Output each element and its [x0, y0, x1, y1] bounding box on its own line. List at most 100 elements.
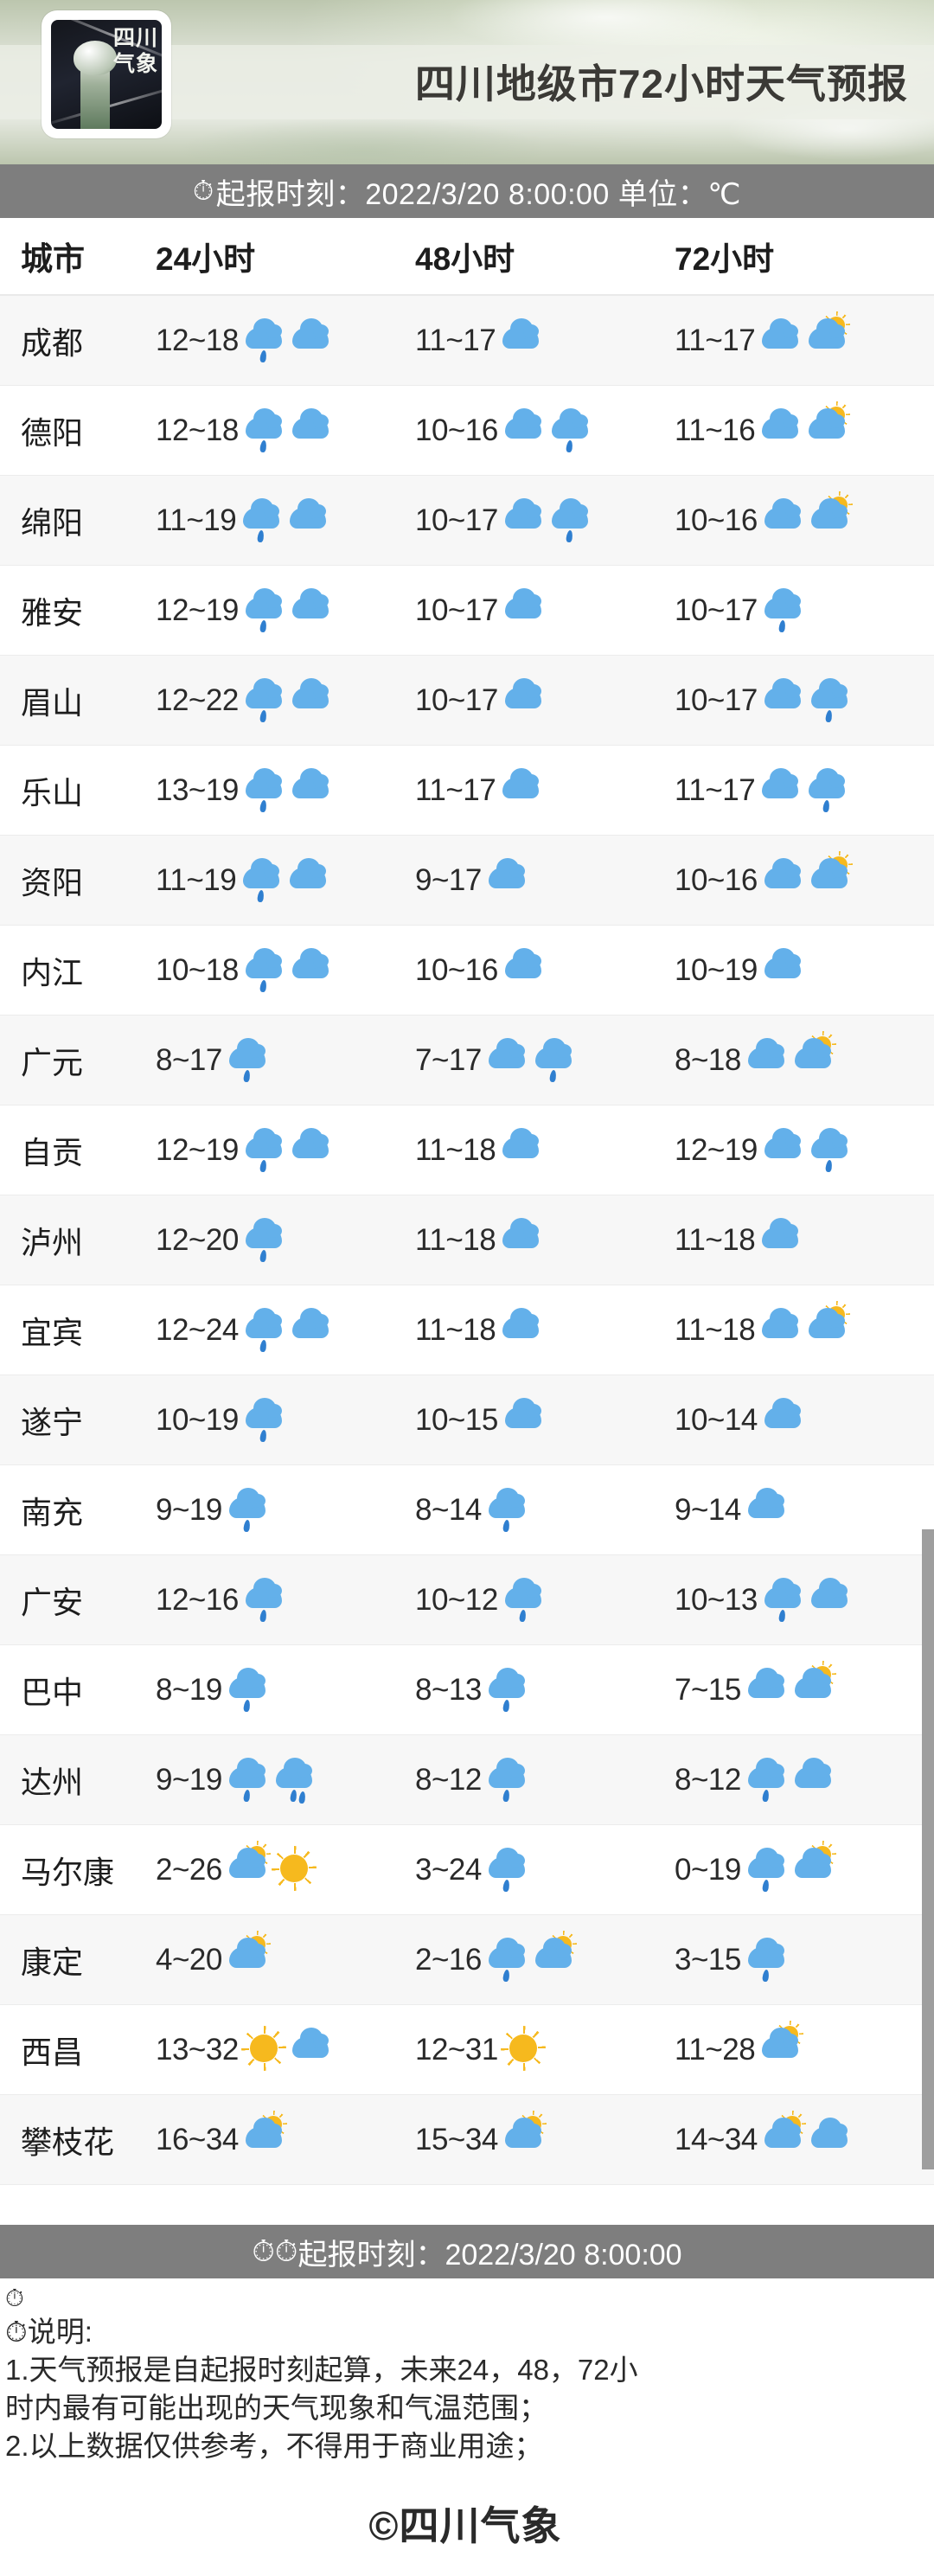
- cloudy-icon: [287, 1125, 334, 1176]
- table-row[interactable]: 遂宁 10~19 10~15 10~14: [0, 1375, 934, 1465]
- table-row[interactable]: 南充 9~19 8~14 9~14: [0, 1465, 934, 1555]
- logo-text-line1: 四川: [112, 26, 158, 50]
- forecast-cell-h72: 9~14: [675, 1485, 934, 1535]
- weather-icon-group: [240, 1575, 287, 1625]
- rain-icon: [483, 1755, 530, 1805]
- weather-icon-group: [497, 316, 544, 366]
- temperature-range: 3~15: [675, 1942, 741, 1977]
- weather-icon-group: [500, 2110, 547, 2165]
- weather-icon-group: [240, 2025, 334, 2075]
- table-row[interactable]: 西昌 13~32 12~31 11~28: [0, 2005, 934, 2095]
- partly-sunny-icon: [790, 1660, 836, 1715]
- weather-icon-group: [497, 766, 544, 816]
- logo-radar-dome-icon: [74, 41, 117, 75]
- temperature-range: 9~17: [415, 862, 482, 897]
- weather-icon-group: [497, 1305, 544, 1355]
- rain-icon: [743, 1935, 790, 1985]
- weather-icon-group: [743, 1755, 836, 1805]
- vertical-scrollbar[interactable]: [922, 1529, 934, 2169]
- temperature-range: 3~24: [415, 1852, 482, 1887]
- weather-icon-group: [759, 490, 853, 546]
- partly-sunny-icon: [224, 1840, 271, 1895]
- table-row[interactable]: 德阳 12~18 10~16 11~16: [0, 386, 934, 476]
- weather-icon-group: [743, 1030, 836, 1086]
- rain-icon: [224, 1755, 271, 1805]
- weather-icon-group: [240, 1395, 287, 1445]
- rain-icon: [483, 1665, 530, 1715]
- forecast-cell-h48: 11~18: [415, 1215, 675, 1266]
- temperature-range: 10~17: [415, 682, 498, 717]
- table-row[interactable]: 康定 4~20 2~16 3~15: [0, 1915, 934, 2005]
- table-row[interactable]: 攀枝花 16~34 15~34 14~34: [0, 2095, 934, 2185]
- temperature-range: 12~19: [156, 593, 239, 627]
- weather-icon-group: [224, 1930, 271, 1985]
- city-name: 眉山: [21, 684, 84, 721]
- table-row[interactable]: 雅安 12~19 10~17 10~17: [0, 566, 934, 656]
- table-row[interactable]: 广元 8~17 7~17 8~18: [0, 1016, 934, 1105]
- forecast-cell-h24: 11~19: [156, 496, 415, 546]
- table-row[interactable]: 自贡 12~19 11~18 12~19: [0, 1105, 934, 1195]
- forecast-cell-h72: 10~16: [675, 850, 934, 906]
- forecast-cell-h72: 0~19: [675, 1840, 934, 1895]
- logo-text: 四川 气象: [96, 25, 158, 79]
- rain-icon: [240, 1575, 287, 1625]
- forecast-cell-h24: 8~17: [156, 1035, 415, 1086]
- table-row[interactable]: 达州 9~19 8~12 8~12: [0, 1735, 934, 1825]
- temperature-range: 10~16: [415, 952, 498, 987]
- forecast-cell-h48: 3~24: [415, 1845, 675, 1895]
- forecast-cell-h24: 4~20: [156, 1930, 415, 1985]
- temperature-range: 10~15: [415, 1402, 498, 1437]
- table-row[interactable]: 乐山 13~19 11~17 11~17: [0, 746, 934, 836]
- table-row[interactable]: 成都 12~18 11~17 11~17: [0, 296, 934, 386]
- table-row[interactable]: 绵阳 11~19 10~17 10~16: [0, 476, 934, 566]
- city-name: 宜宾: [21, 1314, 84, 1350]
- notes-title: 说明:: [27, 2316, 93, 2348]
- rain-icon: [240, 945, 287, 996]
- table-row[interactable]: 宜宾 12~24 11~18 11~18: [0, 1285, 934, 1375]
- temperature-range: 11~16: [675, 413, 756, 447]
- sichuan-meteorology-logo: 四川 气象: [42, 10, 171, 138]
- copyright-text: ©四川气象: [368, 2503, 562, 2548]
- weather-icon-group: [500, 676, 547, 726]
- rain-icon: [547, 406, 593, 456]
- city-name: 康定: [21, 1944, 84, 1980]
- table-row[interactable]: 泸州 12~20 11~18 11~18: [0, 1195, 934, 1285]
- table-row[interactable]: 资阳 11~19 9~17 10~16: [0, 836, 934, 926]
- rain-icon: [240, 1305, 287, 1355]
- notes-title-line: ⏱说明:: [5, 2313, 925, 2351]
- table-row[interactable]: 广安 12~16 10~12 10~13: [0, 1555, 934, 1645]
- temperature-range: 10~16: [675, 503, 758, 537]
- temperature-range: 10~17: [415, 503, 498, 537]
- weather-icon-group: [743, 1485, 790, 1535]
- temperature-range: 7~17: [415, 1042, 482, 1077]
- cloudy-icon: [500, 496, 547, 546]
- temperature-range: 11~18: [675, 1312, 756, 1347]
- table-row[interactable]: 内江 10~18 10~16 10~19: [0, 926, 934, 1016]
- forecast-cell-h72: 11~16: [675, 400, 934, 456]
- forecast-cell-h24: 13~32: [156, 2025, 415, 2075]
- rain-icon: [240, 586, 287, 636]
- city-name: 马尔康: [21, 1854, 115, 1890]
- forecast-cell-h24: 12~18: [156, 406, 415, 456]
- weather-icon-group: [500, 2025, 547, 2075]
- weather-icon-group: [757, 311, 851, 366]
- rain-icon: [530, 1035, 577, 1086]
- table-row[interactable]: 眉山 12~22 10~17 10~17: [0, 656, 934, 746]
- forecast-cell-h48: 8~13: [415, 1665, 675, 1715]
- rain-icon: [743, 1755, 790, 1805]
- city-name: 南充: [21, 1494, 84, 1530]
- table-row[interactable]: 巴中 8~19 8~13 7~15: [0, 1645, 934, 1735]
- sunny-icon: [240, 2025, 287, 2075]
- forecast-cell-h24: 9~19: [156, 1755, 415, 1805]
- rain-icon: [238, 496, 285, 546]
- table-row[interactable]: 马尔康 2~26 3~24 0~19: [0, 1825, 934, 1915]
- page-header: 四川 气象 四川地级市72小时天气预报: [0, 0, 934, 164]
- cloudy-icon: [285, 855, 331, 906]
- weather-icon-group: [500, 406, 593, 456]
- cloudy-icon: [790, 1755, 836, 1805]
- forecast-cell-h72: 11~18: [675, 1215, 934, 1266]
- weather-icon-group: [759, 676, 853, 726]
- cloudy-icon: [757, 1215, 803, 1266]
- rain-icon: [240, 1125, 287, 1176]
- forecast-cell-h48: 11~17: [415, 766, 675, 816]
